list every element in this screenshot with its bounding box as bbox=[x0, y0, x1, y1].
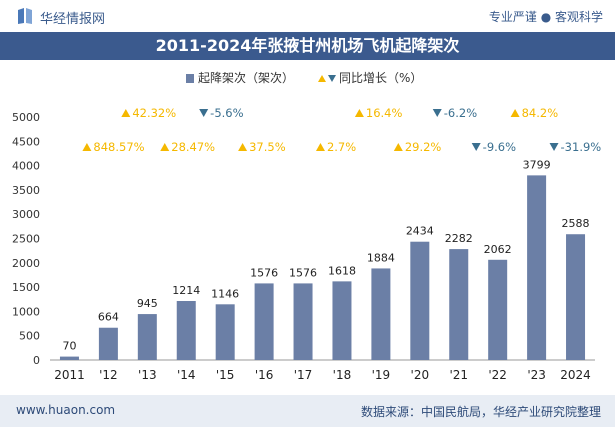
y-tick-label: 3000 bbox=[12, 208, 40, 221]
legend-label-flights: 起降架次（架次） bbox=[198, 71, 294, 85]
bar-value-label: 1214 bbox=[172, 284, 200, 297]
data-source: 数据来源：中国民航局，华经产业研究院整理 bbox=[360, 405, 601, 419]
growth-up-triangle-icon bbox=[238, 143, 248, 151]
growth-up-triangle-icon bbox=[315, 143, 325, 151]
bar bbox=[527, 175, 547, 360]
growth-value-label: -6.2% bbox=[444, 106, 477, 120]
legend-up-triangle-icon bbox=[318, 75, 326, 82]
bar-value-label: 2434 bbox=[406, 225, 434, 238]
growth-value-label: 848.57% bbox=[93, 140, 144, 154]
y-tick-label: 4500 bbox=[12, 135, 40, 148]
x-tick-label: '23 bbox=[527, 368, 546, 382]
x-tick-label: 2011 bbox=[54, 368, 85, 382]
growth-value-label: -31.9% bbox=[561, 140, 602, 154]
y-axis: 0 500 1000 1500 2000 2500 3000 3500 4000 4500 5000 bbox=[12, 111, 595, 367]
x-tick-label: '18 bbox=[333, 368, 352, 382]
growth-up-triangle-icon bbox=[393, 143, 403, 151]
y-tick-label: 3500 bbox=[12, 184, 40, 197]
y-tick-label: 500 bbox=[19, 330, 40, 343]
growth-down-triangle-icon bbox=[432, 109, 442, 117]
bar bbox=[566, 234, 586, 360]
bar-value-label: 70 bbox=[62, 340, 76, 353]
growth-up-triangle-icon bbox=[121, 109, 131, 117]
growth-down-triangle-icon bbox=[549, 143, 559, 151]
bar bbox=[410, 241, 430, 360]
bar-value-label: 1618 bbox=[328, 264, 356, 277]
huajing-logo-icon bbox=[18, 8, 32, 24]
bar bbox=[332, 281, 352, 360]
growth-value-label: -5.6% bbox=[210, 106, 243, 120]
bar bbox=[59, 356, 79, 360]
bar-value-label: 2282 bbox=[445, 232, 473, 245]
bar-value-label: 1884 bbox=[367, 251, 395, 264]
bar bbox=[293, 283, 313, 360]
x-tick-label: '17 bbox=[294, 368, 313, 382]
bars: 70 664 945 1214 1146 1576 1576 1618 1884 2434 2282… bbox=[59, 158, 590, 360]
y-tick-label: 2000 bbox=[12, 257, 40, 270]
top-bar: 华经情报网 专业严谨 ● 客观科学 bbox=[0, 0, 615, 32]
growth-value-label: -9.6% bbox=[483, 140, 516, 154]
bar-value-label: 945 bbox=[137, 297, 158, 310]
growth-value-label: 84.2% bbox=[522, 106, 559, 120]
growth-value-label: 37.5% bbox=[249, 140, 286, 154]
growth-value-label: 29.2% bbox=[405, 140, 442, 154]
footer: www.huaon.com 数据来源：中国民航局，华经产业研究院整理 bbox=[0, 395, 615, 427]
growth-value-label: 2.7% bbox=[327, 140, 356, 154]
bar-chart: 起降架次（架次） 同比增长（%） 0 500 1000 1500 2000 2500 300… bbox=[12, 71, 601, 382]
bar bbox=[137, 314, 157, 360]
bar bbox=[215, 304, 235, 360]
bar bbox=[176, 300, 196, 360]
x-tick-label: '12 bbox=[99, 368, 118, 382]
tagline: 专业严谨 ● 客观科学 bbox=[488, 10, 603, 24]
y-tick-label: 2500 bbox=[12, 233, 40, 246]
bar bbox=[98, 327, 118, 360]
bar bbox=[449, 249, 469, 360]
bar-value-label: 2588 bbox=[562, 217, 590, 230]
bar bbox=[371, 268, 391, 360]
bar bbox=[488, 259, 508, 360]
x-tick-label: '19 bbox=[372, 368, 391, 382]
chart-title: 2011-2024年张掖甘州机场飞机起降架次 bbox=[0, 32, 615, 60]
x-axis: 2011 '12 '13 '14 '15 '16 '17 '18 '19 '20 '21 '22 '23… bbox=[54, 368, 591, 382]
website-link[interactable]: www.huaon.com bbox=[16, 403, 116, 417]
bar-value-label: 1576 bbox=[250, 266, 278, 279]
x-tick-label: '22 bbox=[488, 368, 507, 382]
y-tick-label: 1000 bbox=[12, 305, 40, 318]
x-tick-label: '15 bbox=[216, 368, 235, 382]
x-tick-label: '20 bbox=[411, 368, 430, 382]
bar-value-label: 1146 bbox=[211, 287, 239, 300]
bar-value-label: 1576 bbox=[289, 266, 317, 279]
growth-value-label: 16.4% bbox=[366, 106, 403, 120]
legend-down-triangle-icon bbox=[328, 75, 336, 82]
y-tick-label: 5000 bbox=[12, 111, 40, 124]
growth-up-triangle-icon bbox=[510, 109, 520, 117]
y-tick-label: 1500 bbox=[12, 281, 40, 294]
x-tick-label: '14 bbox=[177, 368, 196, 382]
brand-name: 华经情报网 bbox=[40, 12, 106, 27]
x-tick-label: 2024 bbox=[560, 368, 591, 382]
y-tick-label: 4000 bbox=[12, 160, 40, 173]
bar-value-label: 664 bbox=[98, 311, 119, 324]
growth-labels: 848.57% 42.32% 28.47% -5.6% 37.5% 2.7% 16.4% 29… bbox=[82, 106, 601, 154]
x-tick-label: '13 bbox=[138, 368, 157, 382]
growth-up-triangle-icon bbox=[160, 143, 170, 151]
legend-swatch-flights bbox=[186, 74, 194, 83]
y-tick-label: 0 bbox=[33, 354, 40, 367]
bar-value-label: 3799 bbox=[523, 158, 551, 171]
growth-up-triangle-icon bbox=[82, 143, 92, 151]
legend-label-growth: 同比增长（%） bbox=[339, 71, 422, 85]
bar bbox=[254, 283, 274, 360]
growth-down-triangle-icon bbox=[199, 109, 209, 117]
growth-value-label: 28.47% bbox=[171, 140, 215, 154]
growth-up-triangle-icon bbox=[354, 109, 364, 117]
chart-legend: 起降架次（架次） 同比增长（%） bbox=[186, 71, 422, 85]
bar-value-label: 2062 bbox=[484, 243, 512, 256]
growth-down-triangle-icon bbox=[471, 143, 481, 151]
x-tick-label: '16 bbox=[255, 368, 274, 382]
growth-value-label: 42.32% bbox=[132, 106, 176, 120]
x-tick-label: '21 bbox=[449, 368, 468, 382]
